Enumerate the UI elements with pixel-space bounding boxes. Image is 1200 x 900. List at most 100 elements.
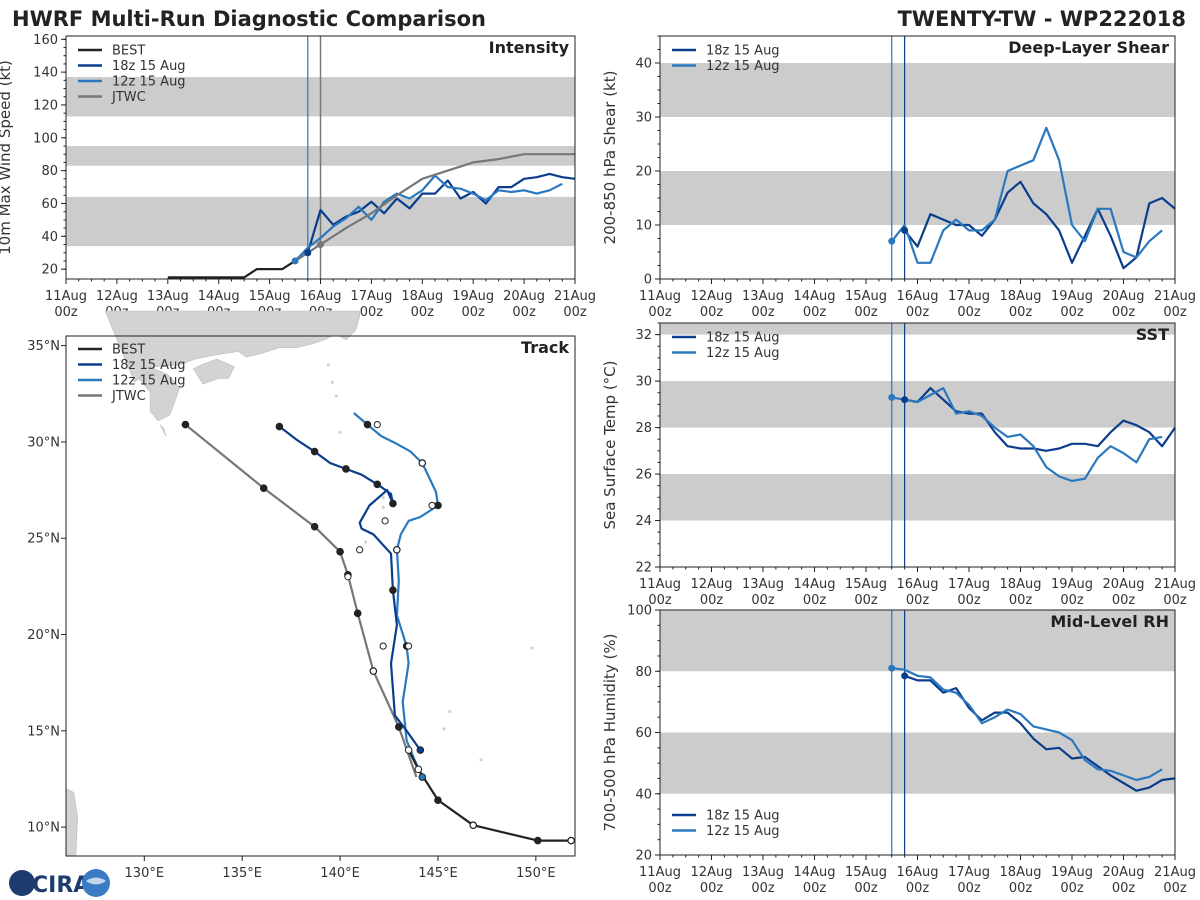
x-tick-date: 20Aug xyxy=(1103,865,1145,880)
x-tick-hour: 00z xyxy=(1009,305,1033,320)
x-tick-label: 140°E xyxy=(320,866,360,881)
track-open-point xyxy=(418,459,426,467)
track-line-run12z xyxy=(353,412,440,778)
y-tick-label: 10 xyxy=(635,219,652,234)
track-open-point xyxy=(381,517,389,525)
legend-label: 12z 15 Aug xyxy=(706,59,780,74)
x-tick-date: 14Aug xyxy=(794,577,836,592)
x-tick-date: 12Aug xyxy=(691,577,733,592)
series-line-run18z xyxy=(306,172,576,254)
x-tick-date: 18Aug xyxy=(1000,865,1042,880)
y-tick-label: 25°N xyxy=(27,532,60,547)
y-axis-label: Sea Surface Temp (°C) xyxy=(601,360,619,529)
panel-title: Mid-Level RH xyxy=(1050,612,1169,631)
island-land xyxy=(442,727,446,731)
track-line-run18z xyxy=(278,425,422,751)
island-land xyxy=(448,709,452,714)
series-line-run18z xyxy=(903,180,1176,270)
x-tick-hour: 00z xyxy=(906,881,930,896)
x-tick-hour: 00z xyxy=(957,881,981,896)
island-land xyxy=(530,646,534,650)
shaded-band xyxy=(660,732,1175,794)
figure-title: HWRF Multi-Run Diagnostic Comparison xyxy=(12,7,486,31)
series-line-run12z xyxy=(294,174,563,262)
x-tick-label: 135°E xyxy=(222,866,262,881)
y-tick-label: 60 xyxy=(635,726,652,741)
y-tick-label: 20°N xyxy=(27,628,60,643)
x-tick-hour: 00z xyxy=(803,305,827,320)
y-axis-label: 200-850 hPa Shear (kt) xyxy=(601,71,619,245)
x-tick-hour: 00z xyxy=(1060,881,1084,896)
x-tick-date: 20Aug xyxy=(1103,577,1145,592)
x-tick-date: 20Aug xyxy=(503,289,545,304)
y-tick-label: 22 xyxy=(635,561,652,576)
x-tick-date: 11Aug xyxy=(639,865,681,880)
track-point-jtwc xyxy=(336,547,344,556)
y-tick-label: 35°N xyxy=(27,339,60,354)
init-marker-run12z xyxy=(888,664,896,672)
x-tick-date: 12Aug xyxy=(96,289,138,304)
x-tick-date: 19Aug xyxy=(1051,577,1093,592)
philippines-land xyxy=(65,788,79,857)
legend-label: 18z 15 Aug xyxy=(706,809,780,824)
legend-label: 18z 15 Aug xyxy=(112,358,186,373)
x-tick-date: 16Aug xyxy=(897,577,939,592)
series-line-run18z xyxy=(904,387,1176,452)
y-tick-label: 24 xyxy=(635,514,652,529)
init-marker-run18z xyxy=(901,226,909,234)
panel-title: Deep-Layer Shear xyxy=(1008,38,1169,57)
x-tick-date: 16Aug xyxy=(897,289,939,304)
x-tick-hour: 00z xyxy=(1163,881,1187,896)
x-tick-hour: 00z xyxy=(751,593,775,608)
island-land xyxy=(334,394,338,398)
x-tick-hour: 00z xyxy=(648,593,672,608)
x-tick-date: 11Aug xyxy=(45,289,87,304)
legend-label: JTWC xyxy=(111,90,146,105)
legend-label: 18z 15 Aug xyxy=(112,59,186,74)
plot-frame xyxy=(65,335,576,857)
tanegashima-land xyxy=(159,424,167,437)
series-line-best xyxy=(167,251,309,279)
legend-label: 18z 15 Aug xyxy=(706,44,780,59)
x-tick-date: 12Aug xyxy=(691,289,733,304)
storm-id-title: TWENTY-TW - WP222018 xyxy=(897,7,1186,31)
x-tick-hour: 00z xyxy=(700,881,724,896)
y-tick-label: 40 xyxy=(41,230,58,245)
x-tick-date: 15Aug xyxy=(249,289,291,304)
track-open-point xyxy=(393,546,401,554)
track-point-run18z xyxy=(310,447,319,456)
x-tick-date: 14Aug xyxy=(794,865,836,880)
init-marker-run12z xyxy=(291,257,299,265)
y-tick-label: 40 xyxy=(635,787,652,802)
track-panel: 130°E 135°E 140°E 145°E 150°E 10°N 15°N 20°N 25°… xyxy=(27,310,576,881)
track-point-best xyxy=(414,765,423,774)
shear-panel: 01020304011Aug00z12Aug00z13Aug00z14Aug00… xyxy=(601,35,1196,320)
x-tick-hour: 00z xyxy=(411,305,435,320)
x-tick-hour: 00z xyxy=(957,593,981,608)
x-tick-hour: 00z xyxy=(751,881,775,896)
cira-swirl-icon xyxy=(86,877,106,885)
x-tick-hour: 00z xyxy=(462,305,486,320)
y-tick-label: 120 xyxy=(33,98,58,113)
x-tick-hour: 00z xyxy=(1163,593,1187,608)
x-tick-date: 21Aug xyxy=(1154,865,1196,880)
sst-panel: 22242628303211Aug00z12Aug00z13Aug00z14Au… xyxy=(601,322,1196,608)
x-tick-date: 17Aug xyxy=(948,865,990,880)
x-tick-hour: 00z xyxy=(700,305,724,320)
x-tick-hour: 00z xyxy=(957,305,981,320)
x-tick-date: 15Aug xyxy=(845,289,887,304)
rh-panel: 2040608010011Aug00z12Aug00z13Aug00z14Aug… xyxy=(601,604,1196,897)
y-tick-label: 100 xyxy=(627,604,652,619)
track-point-run12z xyxy=(363,420,372,429)
panel-title: Intensity xyxy=(489,38,570,57)
legend-label: JTWC xyxy=(111,389,146,404)
x-tick-hour: 00z xyxy=(512,305,536,320)
x-tick-date: 16Aug xyxy=(300,289,342,304)
track-point-run18z xyxy=(342,465,350,473)
cira-logo-text: CIRA xyxy=(32,873,90,898)
legend-label: 12z 15 Aug xyxy=(706,346,780,361)
x-tick-hour: 00z xyxy=(648,881,672,896)
x-tick-hour: 00z xyxy=(1060,593,1084,608)
track-open-point xyxy=(356,546,364,554)
